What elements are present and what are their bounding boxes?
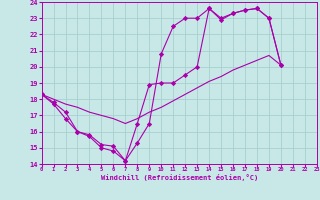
X-axis label: Windchill (Refroidissement éolien,°C): Windchill (Refroidissement éolien,°C) [100,174,258,181]
